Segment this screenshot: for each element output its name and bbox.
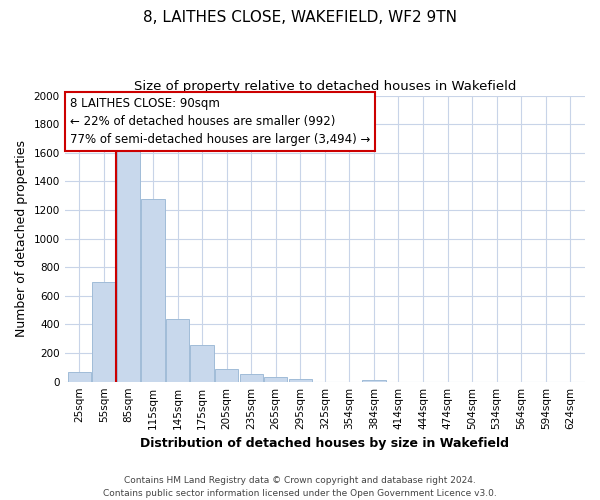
Bar <box>362 380 386 382</box>
Bar <box>264 378 287 382</box>
Bar <box>92 282 116 382</box>
Text: Contains HM Land Registry data © Crown copyright and database right 2024.
Contai: Contains HM Land Registry data © Crown c… <box>103 476 497 498</box>
Bar <box>117 148 140 382</box>
Bar <box>68 372 91 382</box>
Y-axis label: Number of detached properties: Number of detached properties <box>15 140 28 337</box>
Text: 8 LAITHES CLOSE: 90sqm
← 22% of detached houses are smaller (992)
77% of semi-de: 8 LAITHES CLOSE: 90sqm ← 22% of detached… <box>70 97 370 146</box>
X-axis label: Distribution of detached houses by size in Wakefield: Distribution of detached houses by size … <box>140 437 509 450</box>
Title: Size of property relative to detached houses in Wakefield: Size of property relative to detached ho… <box>134 80 516 93</box>
Bar <box>142 200 164 382</box>
Bar <box>166 320 189 382</box>
Bar <box>215 369 238 382</box>
Bar <box>190 345 214 382</box>
Bar <box>239 374 263 382</box>
Text: 8, LAITHES CLOSE, WAKEFIELD, WF2 9TN: 8, LAITHES CLOSE, WAKEFIELD, WF2 9TN <box>143 10 457 25</box>
Bar <box>289 379 312 382</box>
